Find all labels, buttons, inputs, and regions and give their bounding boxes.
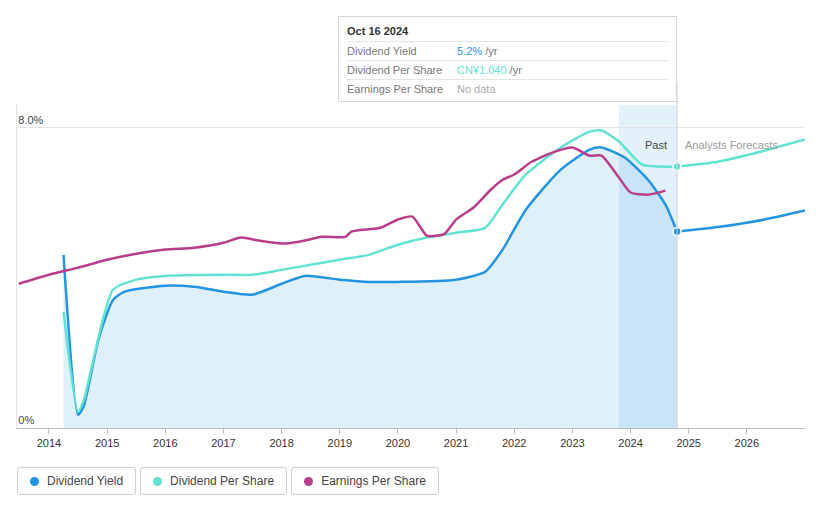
svg-text:2024: 2024	[618, 437, 642, 449]
svg-text:0%: 0%	[18, 414, 34, 426]
html-text:Dividend Yield: Dividend Yield	[347, 45, 417, 57]
svg-text:8.0%: 8.0%	[18, 114, 43, 126]
html-text:Oct 16 2024: Oct 16 2024	[347, 25, 409, 37]
svg-text:2017: 2017	[211, 437, 235, 449]
svg-text:2023: 2023	[560, 437, 584, 449]
html-text:Dividend Per Share: Dividend Per Share	[347, 64, 443, 76]
html-text:5.2% /yr: 5.2% /yr	[457, 45, 498, 57]
svg-text:2025: 2025	[676, 437, 700, 449]
svg-text:2020: 2020	[386, 437, 410, 449]
svg-text:2021: 2021	[444, 437, 468, 449]
svg-text:2022: 2022	[502, 437, 526, 449]
html-text:CN¥1.040 /yr: CN¥1.040 /yr	[457, 64, 522, 76]
svg-text:2019: 2019	[328, 437, 352, 449]
svg-text:Analysts Forecasts: Analysts Forecasts	[685, 139, 778, 151]
svg-text:2026: 2026	[735, 437, 759, 449]
svg-text:2014: 2014	[37, 437, 61, 449]
html-text:Earnings Per Share: Earnings Per Share	[347, 83, 443, 95]
svg-text:Past: Past	[645, 139, 667, 151]
svg-text:2015: 2015	[95, 437, 119, 449]
html-text:Dividend Yield: Dividend Yield	[47, 474, 124, 488]
svg-text:2016: 2016	[153, 437, 177, 449]
html-text:Dividend Per Share: Dividend Per Share	[170, 474, 275, 488]
html-text:No data: No data	[457, 83, 496, 95]
svg-text:2018: 2018	[269, 437, 293, 449]
html-text:Earnings Per Share: Earnings Per Share	[321, 474, 426, 488]
